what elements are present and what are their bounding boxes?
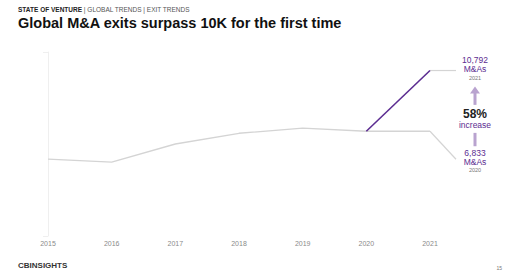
svg-text:2017: 2017 (168, 240, 184, 247)
svg-text:2021: 2021 (422, 240, 438, 247)
svg-text:6,833: 6,833 (464, 147, 486, 158)
svg-text:15: 15 (496, 265, 502, 271)
svg-text:M&As: M&As (464, 64, 487, 74)
svg-text:| GLOBAL TRENDS | EXIT TRENDS: | GLOBAL TRENDS | EXIT TRENDS (84, 6, 190, 14)
svg-text:STATE OF VENTURE: STATE OF VENTURE (18, 6, 84, 13)
svg-text:2015: 2015 (40, 240, 56, 247)
svg-text:58%: 58% (463, 107, 487, 121)
svg-text:increase: increase (459, 120, 491, 130)
svg-text:2018: 2018 (231, 240, 247, 247)
svg-text:2020: 2020 (469, 167, 481, 173)
svg-text:M&As: M&As (464, 157, 487, 167)
svg-text:10,792: 10,792 (462, 55, 488, 65)
svg-text:CBINSIGHTS: CBINSIGHTS (18, 261, 68, 270)
svg-text:Global M&A exits surpass 10K f: Global M&A exits surpass 10K for the fir… (18, 15, 341, 31)
svg-text:2019: 2019 (295, 240, 311, 247)
svg-text:2016: 2016 (104, 240, 120, 247)
svg-text:2021: 2021 (469, 75, 481, 81)
svg-text:2020: 2020 (359, 240, 375, 247)
